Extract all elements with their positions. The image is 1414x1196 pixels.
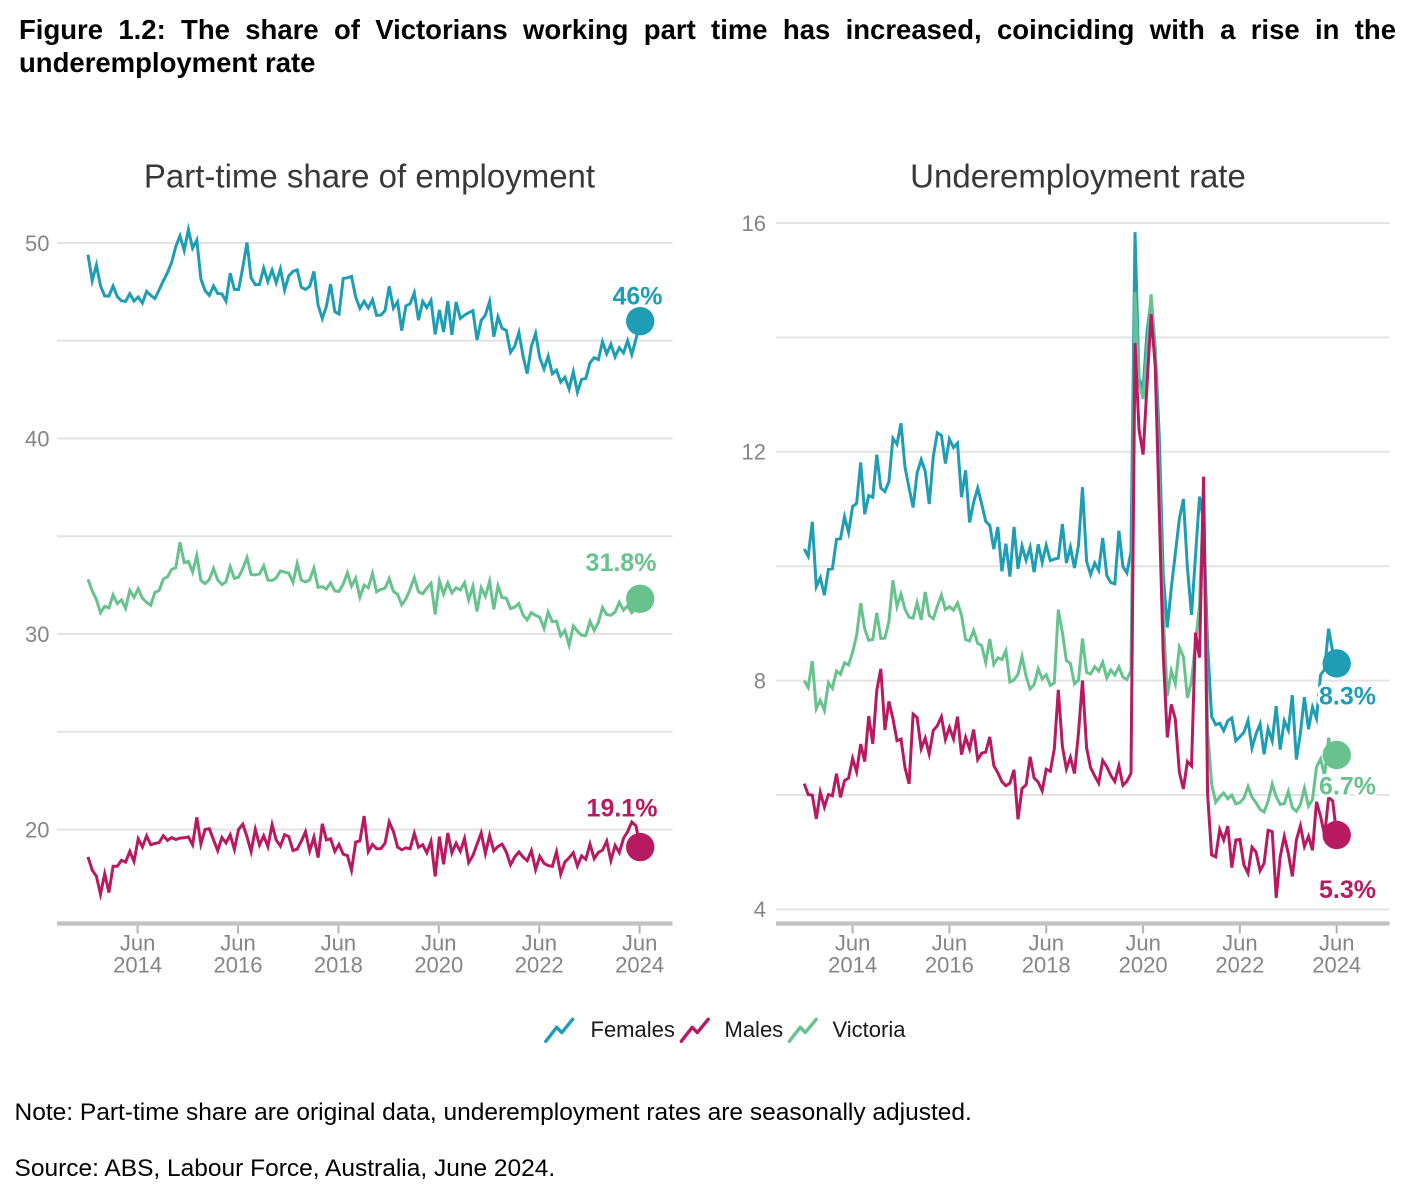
svg-text:2020: 2020 bbox=[414, 953, 463, 978]
svg-text:2022: 2022 bbox=[515, 953, 564, 978]
svg-text:30: 30 bbox=[25, 622, 49, 647]
svg-text:6.7%: 6.7% bbox=[1319, 773, 1376, 801]
svg-text:5.3%: 5.3% bbox=[1319, 876, 1376, 904]
svg-text:8.3%: 8.3% bbox=[1319, 683, 1376, 711]
svg-text:20: 20 bbox=[25, 817, 49, 842]
svg-text:Jun: Jun bbox=[220, 931, 255, 956]
svg-text:Victoria: Victoria bbox=[833, 1017, 907, 1042]
svg-text:31.8%: 31.8% bbox=[586, 549, 657, 577]
svg-text:2016: 2016 bbox=[925, 953, 974, 978]
svg-text:2018: 2018 bbox=[1022, 953, 1071, 978]
svg-text:5.3%: 5.3% bbox=[1319, 876, 1376, 904]
svg-text:Jun: Jun bbox=[1028, 931, 1063, 956]
svg-text:Jun: Jun bbox=[521, 931, 556, 956]
svg-text:Jun: Jun bbox=[622, 931, 657, 956]
svg-text:2024: 2024 bbox=[615, 953, 664, 978]
svg-text:Jun: Jun bbox=[932, 931, 967, 956]
svg-text:2018: 2018 bbox=[314, 953, 363, 978]
svg-text:6.7%: 6.7% bbox=[1319, 773, 1376, 801]
svg-text:2022: 2022 bbox=[1215, 953, 1264, 978]
svg-text:2020: 2020 bbox=[1119, 953, 1168, 978]
svg-text:Females: Females bbox=[591, 1017, 675, 1042]
svg-text:40: 40 bbox=[25, 426, 49, 451]
svg-text:Jun: Jun bbox=[1222, 931, 1257, 956]
svg-text:Jun: Jun bbox=[1125, 931, 1160, 956]
svg-text:Jun: Jun bbox=[321, 931, 356, 956]
svg-text:16: 16 bbox=[742, 211, 766, 236]
svg-text:2014: 2014 bbox=[113, 953, 162, 978]
svg-text:Jun: Jun bbox=[1319, 931, 1354, 956]
svg-text:19.1%: 19.1% bbox=[587, 795, 658, 823]
svg-text:8.3%: 8.3% bbox=[1319, 683, 1376, 711]
svg-text:Underemployment rate: Underemployment rate bbox=[910, 158, 1246, 195]
svg-text:2014: 2014 bbox=[828, 953, 877, 978]
svg-text:19.1%: 19.1% bbox=[587, 795, 658, 823]
svg-text:Jun: Jun bbox=[421, 931, 456, 956]
svg-text:Part-time share of employment: Part-time share of employment bbox=[144, 158, 595, 195]
svg-text:Jun: Jun bbox=[120, 931, 155, 956]
svg-text:4: 4 bbox=[754, 897, 766, 922]
svg-text:Jun: Jun bbox=[835, 931, 870, 956]
svg-text:2024: 2024 bbox=[1312, 953, 1361, 978]
svg-text:46%: 46% bbox=[612, 283, 662, 311]
svg-text:8: 8 bbox=[754, 668, 766, 693]
svg-text:46%: 46% bbox=[612, 283, 662, 311]
svg-text:50: 50 bbox=[25, 231, 49, 256]
svg-text:2016: 2016 bbox=[214, 953, 263, 978]
svg-text:Males: Males bbox=[725, 1017, 784, 1042]
svg-text:12: 12 bbox=[742, 440, 766, 465]
svg-text:31.8%: 31.8% bbox=[586, 549, 657, 577]
